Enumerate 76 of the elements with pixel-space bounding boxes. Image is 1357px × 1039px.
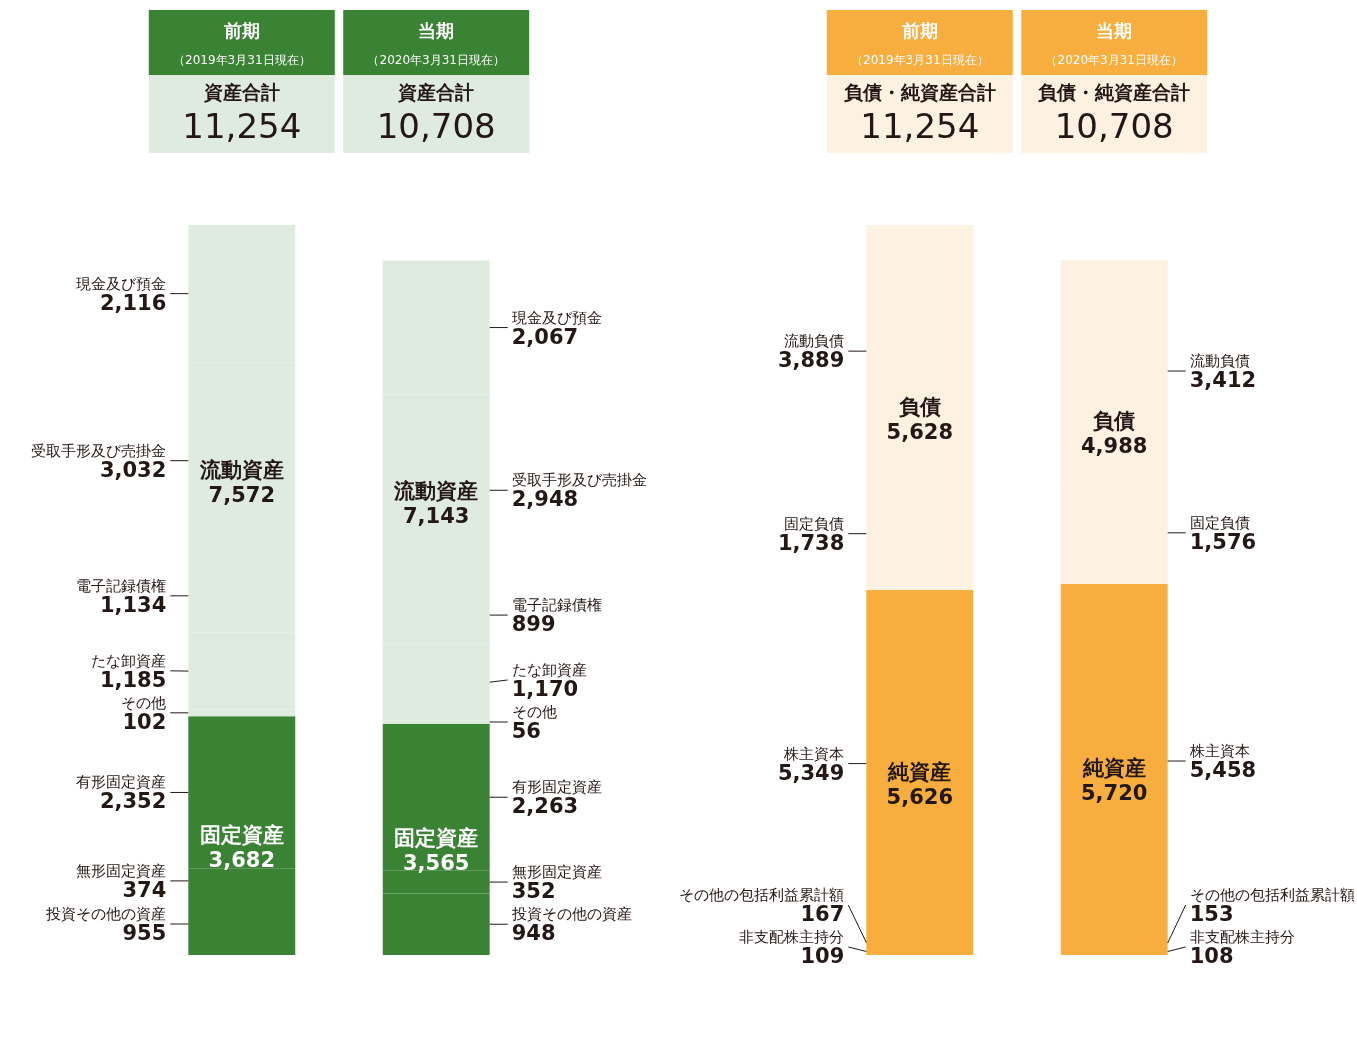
text: 投資その他の資産 <box>511 905 632 924</box>
annotation: 5,626 <box>886 784 954 809</box>
series-label: 電子記録債権 <box>76 576 167 595</box>
text: 10,708 <box>376 106 496 146</box>
annotation: 4,988 <box>1080 434 1148 459</box>
series-label: 現金及び預金 <box>76 274 167 293</box>
annotation: 5,720 <box>1080 781 1148 806</box>
text: 11,254 <box>860 106 980 146</box>
series-label: 固定負債 <box>784 514 845 533</box>
data-label: 3,412 <box>1189 368 1257 393</box>
series-label: その他 <box>121 693 167 712</box>
data-label: 899 <box>511 612 556 637</box>
series-label: 無形固定資産 <box>76 861 167 880</box>
series-label: 投資その他の資産 <box>45 905 167 924</box>
text: 電子記録債権 <box>511 596 602 615</box>
data-label: 1,134 <box>99 592 167 617</box>
annotation: 流動資産 <box>198 457 284 482</box>
text: その他 <box>511 702 557 721</box>
series-label: 株主資本 <box>783 744 845 763</box>
text: 株主資本 <box>1189 742 1250 761</box>
text: 非支配株主持分 <box>1189 928 1295 946</box>
text: その他の包括利益累計額 <box>679 886 845 904</box>
text: 負債・純資産合計 <box>843 81 996 103</box>
text: 負債・純資産合計 <box>1038 81 1191 103</box>
annotation: 固定資産 <box>394 826 479 851</box>
annotation: 負債 <box>898 394 941 419</box>
text: （2020年3月31日現在） <box>367 53 505 67</box>
text: 受取手形及び売掛金 <box>511 471 647 490</box>
series-label: 有形固定資産 <box>76 773 167 792</box>
data-label: 109 <box>800 944 845 968</box>
text: 現金及び預金 <box>511 308 602 327</box>
text: たな卸資産 <box>511 660 587 679</box>
x-tick-label: 前期 <box>222 20 260 41</box>
data-label: 2,352 <box>99 789 167 814</box>
annotation: 5,628 <box>886 419 954 444</box>
text: 無形固定資産 <box>511 863 602 882</box>
series-label: 非支配株主持分 <box>739 928 845 946</box>
text: 流動負債 <box>1189 352 1250 371</box>
data-label: 167 <box>800 902 845 926</box>
annotation: 純資産 <box>1081 756 1146 781</box>
annotation: 純資産 <box>887 759 952 784</box>
text: 資産合計 <box>202 81 280 103</box>
annotation: 7,572 <box>208 482 276 507</box>
data-label: 948 <box>511 921 556 946</box>
data-label: 1,576 <box>1189 529 1257 554</box>
data-label: 2,263 <box>511 794 579 819</box>
data-label: 108 <box>1189 944 1234 968</box>
text: 10,708 <box>1054 106 1174 146</box>
series-label: 流動負債 <box>784 332 845 351</box>
data-label: 1,738 <box>777 530 845 555</box>
text: （2019年3月31日現在） <box>173 53 311 67</box>
data-label: 3,032 <box>99 457 167 482</box>
data-label: 3,889 <box>777 348 845 373</box>
text: （2019年3月31日現在） <box>851 53 989 67</box>
annotation: 7,143 <box>402 504 470 529</box>
series-label: 受取手形及び売掛金 <box>31 441 167 460</box>
text: 固定負債 <box>1189 513 1250 532</box>
text: 有形固定資産 <box>511 778 602 797</box>
text: その他の包括利益累計額 <box>1189 886 1355 904</box>
data-label: 153 <box>1189 902 1234 926</box>
text: （2020年3月31日現在） <box>1045 53 1183 67</box>
annotation: 3,565 <box>402 851 470 876</box>
text: 資産合計 <box>397 81 475 103</box>
data-label: 352 <box>511 879 556 904</box>
text: 11,254 <box>182 106 302 146</box>
annotation: 流動資産 <box>393 479 479 504</box>
x-tick-label: 前期 <box>900 20 938 41</box>
annotation: 負債 <box>1093 409 1136 434</box>
data-label: 2,948 <box>511 487 579 512</box>
series-label: たな卸資産 <box>91 651 167 670</box>
annotation: 3,682 <box>208 847 276 872</box>
data-label: 955 <box>122 921 167 946</box>
x-tick-label: 当期 <box>418 20 455 41</box>
annotation: 固定資産 <box>199 822 284 847</box>
x-tick-label: 当期 <box>1096 20 1133 41</box>
data-label: 5,458 <box>1189 758 1257 783</box>
